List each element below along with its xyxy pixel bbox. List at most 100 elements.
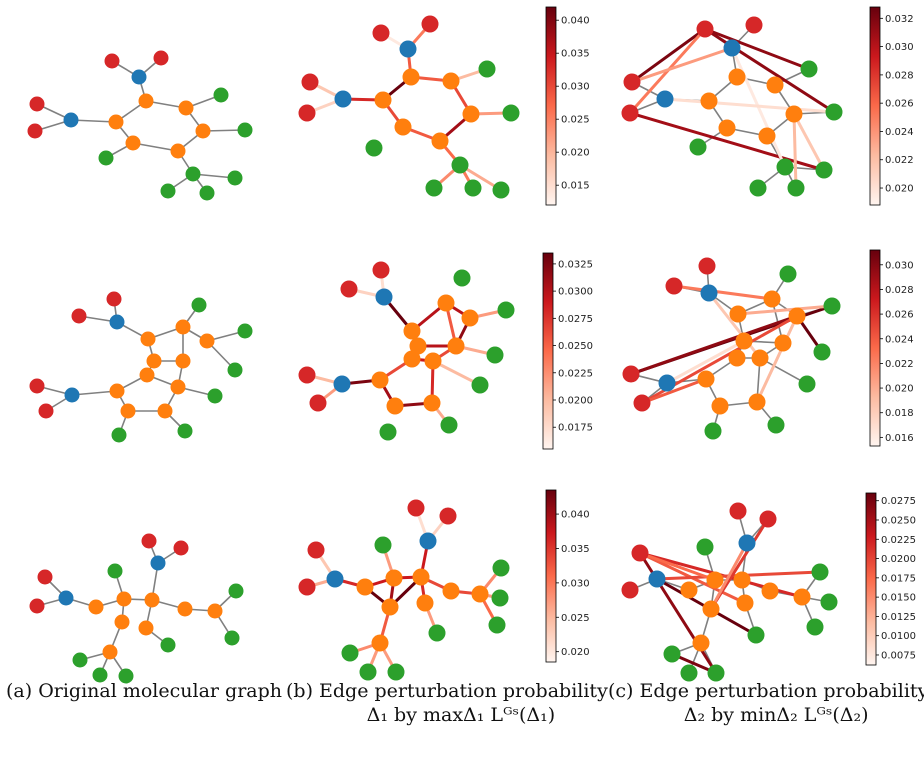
atom-node — [191, 297, 207, 313]
atom-node — [806, 618, 824, 636]
graph-r2-min — [622, 257, 841, 440]
atom-node — [439, 507, 457, 525]
atom-node — [416, 594, 434, 612]
atom-node — [648, 570, 666, 588]
atom-node — [728, 349, 746, 367]
caption-b-line1: (b) Edge perturbation probability — [286, 680, 608, 702]
atom-node — [486, 346, 504, 364]
colorbar-tick-label: 0.0225 — [881, 535, 916, 546]
molecule-graphs — [27, 15, 843, 684]
atom-node — [623, 73, 641, 91]
atom-node — [173, 540, 189, 556]
caption-b-line2: Δ₁ by maxΔ₁ Lᴳˢ(Δ₁) — [366, 704, 556, 726]
colorbar-3: 0.0325 0.0300 0.0275 0.0250 0.0225 0.0200 0.01… — [542, 252, 593, 450]
atom-node — [379, 423, 397, 441]
atom-node — [462, 105, 480, 123]
atom-node — [728, 68, 746, 86]
atom-node — [622, 365, 640, 383]
atom-node — [120, 403, 136, 419]
atom-node — [461, 309, 479, 327]
colorbar-gradient — [545, 489, 557, 663]
perturbation-edge — [629, 314, 799, 376]
colorbar-tick-label: 0.024 — [885, 334, 914, 345]
atom-node — [72, 652, 88, 668]
atom-node — [825, 103, 843, 121]
perturbation-edge — [736, 304, 834, 316]
atom-node — [471, 376, 489, 394]
atom-node — [478, 60, 496, 78]
atom-node — [442, 582, 460, 600]
colorbar-tick-label: 0.0325 — [558, 259, 593, 270]
atom-node — [735, 332, 753, 350]
atom-node — [29, 96, 45, 112]
colorbar-tick-label: 0.0275 — [558, 314, 593, 325]
atom-node — [138, 620, 154, 636]
atom-node — [424, 352, 442, 370]
atom-node — [680, 581, 698, 599]
atom-node — [658, 374, 676, 392]
atom-node — [175, 319, 191, 335]
perturbation-edge — [431, 359, 482, 387]
atom-node — [680, 664, 698, 682]
atom-node — [423, 394, 441, 412]
colorbar-gradient — [545, 6, 557, 206]
caption-c: (c) Edge perturbation probability Δ₂ by … — [608, 679, 924, 727]
colorbar-6: 0.0275 0.0250 0.0225 0.0200 0.0175 0.0150 0.01… — [865, 492, 916, 666]
atom-node — [729, 305, 747, 323]
atom-node — [745, 16, 763, 34]
atom-node — [109, 383, 125, 399]
atom-node — [170, 379, 186, 395]
caption-a: (a) Original molecular graph — [6, 679, 282, 703]
atom-node — [451, 156, 469, 174]
atom-node — [195, 123, 211, 139]
atom-node — [27, 123, 43, 139]
colorbar-tick-label: 0.035 — [561, 49, 590, 60]
atom-node — [502, 104, 520, 122]
atom-node — [621, 581, 639, 599]
bond-edge — [70, 119, 117, 123]
graph-r1-min — [621, 16, 843, 197]
atom-node — [71, 308, 87, 324]
colorbar-tick-label: 0.0075 — [881, 650, 916, 661]
atom-node — [696, 20, 714, 38]
perturbation-edge — [707, 291, 762, 360]
atom-node — [29, 378, 45, 394]
colorbar-tick-label: 0.0200 — [881, 554, 916, 565]
atom-node — [766, 76, 784, 94]
atom-node — [150, 555, 166, 571]
atom-node — [785, 105, 803, 123]
atom-node — [402, 68, 420, 86]
atom-node — [761, 582, 779, 600]
perturbation-edge — [703, 27, 811, 71]
atom-node — [138, 93, 154, 109]
atom-node — [718, 119, 736, 137]
bond-edge — [71, 390, 118, 396]
atom-node — [774, 334, 792, 352]
atom-node — [298, 366, 316, 384]
colorbar-tick-label: 0.020 — [561, 647, 590, 658]
atom-node — [776, 158, 794, 176]
atom-node — [102, 644, 118, 660]
atom-node — [704, 422, 722, 440]
atom-node — [111, 427, 127, 443]
atom-node — [109, 314, 125, 330]
atom-node — [407, 499, 425, 517]
caption-c-line1: (c) Edge perturbation probability — [608, 680, 924, 702]
atom-node — [788, 307, 806, 325]
colorbar-tick-label: 0.026 — [885, 99, 914, 110]
atom-node — [237, 323, 253, 339]
perturbation-edge — [792, 112, 826, 172]
atom-node — [199, 185, 215, 201]
atom-node — [747, 626, 765, 644]
atom-node — [798, 375, 816, 393]
atom-node — [437, 294, 455, 312]
colorbar-tick-label: 0.032 — [885, 14, 914, 25]
colorbars: 0.040 0.035 0.030 0.025 0.020 0.015 0.032 0.030… — [542, 6, 916, 666]
atom-node — [820, 593, 838, 611]
colorbar-tick-label: 0.028 — [885, 285, 914, 296]
colorbar-tick-label: 0.030 — [561, 578, 590, 589]
atom-node — [371, 634, 389, 652]
atom-node — [749, 179, 767, 197]
graph-r3-min — [621, 502, 838, 682]
atom-node — [733, 571, 751, 589]
